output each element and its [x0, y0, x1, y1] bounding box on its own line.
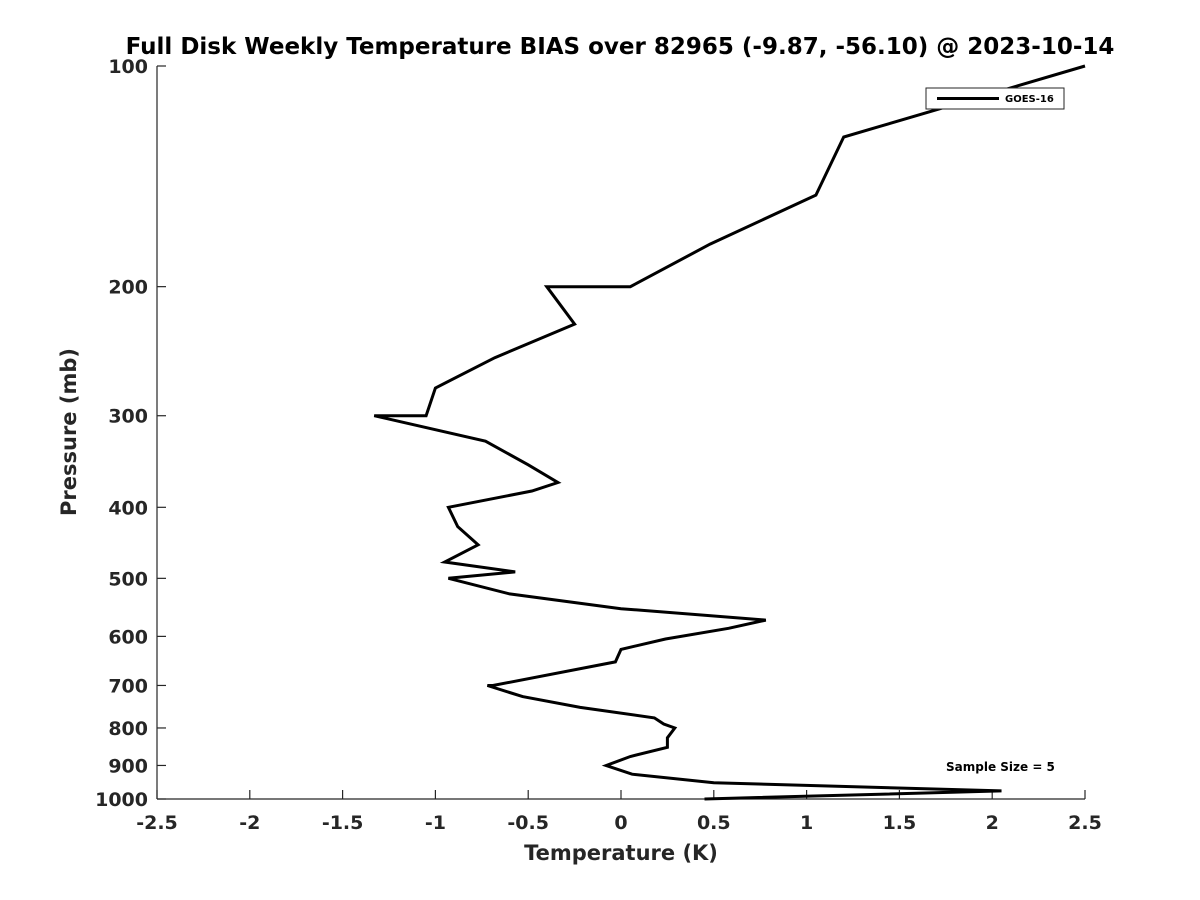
- series-layer: [373, 64, 1086, 801]
- y-tick-label: 500: [108, 568, 148, 590]
- y-axis-ticks: 100 200 300 400 500 600 700 800 900 1000: [95, 56, 166, 811]
- y-tick-label: 600: [108, 626, 148, 648]
- x-tick-label: 1.5: [883, 812, 917, 834]
- y-tick-label: 100: [108, 56, 148, 78]
- y-tick-label: 700: [108, 675, 148, 697]
- x-tick-label: -0.5: [507, 812, 549, 834]
- x-axis-ticks: -2.5 -2 -1.5 -1 -0.5 0 0.5 1 1.5 2 2.5: [136, 790, 1102, 834]
- y-axis-label: Pressure (mb): [57, 348, 81, 516]
- x-axis-label: Temperature (K): [524, 841, 718, 865]
- sample-size-annotation: Sample Size = 5: [946, 760, 1055, 774]
- series-line-goes-16: [373, 64, 1086, 801]
- y-tick-label: 900: [108, 755, 148, 777]
- x-tick-label: 0.5: [697, 812, 731, 834]
- x-tick-label: -1.5: [322, 812, 364, 834]
- x-tick-label: -1: [425, 812, 446, 834]
- x-tick-label: 2.5: [1068, 812, 1102, 834]
- y-tick-label: 800: [108, 718, 148, 740]
- y-tick-label: 1000: [95, 789, 148, 811]
- y-tick-label: 200: [108, 277, 148, 299]
- legend-label: GOES-16: [1005, 94, 1054, 105]
- x-tick-label: 2: [986, 812, 999, 834]
- x-tick-label: 0: [614, 812, 627, 834]
- x-tick-label: 1: [800, 812, 813, 834]
- chart-title: Full Disk Weekly Temperature BIAS over 8…: [126, 34, 1115, 60]
- x-tick-label: -2.5: [136, 812, 178, 834]
- legend: GOES-16: [925, 87, 1065, 110]
- y-tick-label: 300: [108, 406, 148, 428]
- y-tick-label: 400: [108, 497, 148, 519]
- x-tick-label: -2: [239, 812, 260, 834]
